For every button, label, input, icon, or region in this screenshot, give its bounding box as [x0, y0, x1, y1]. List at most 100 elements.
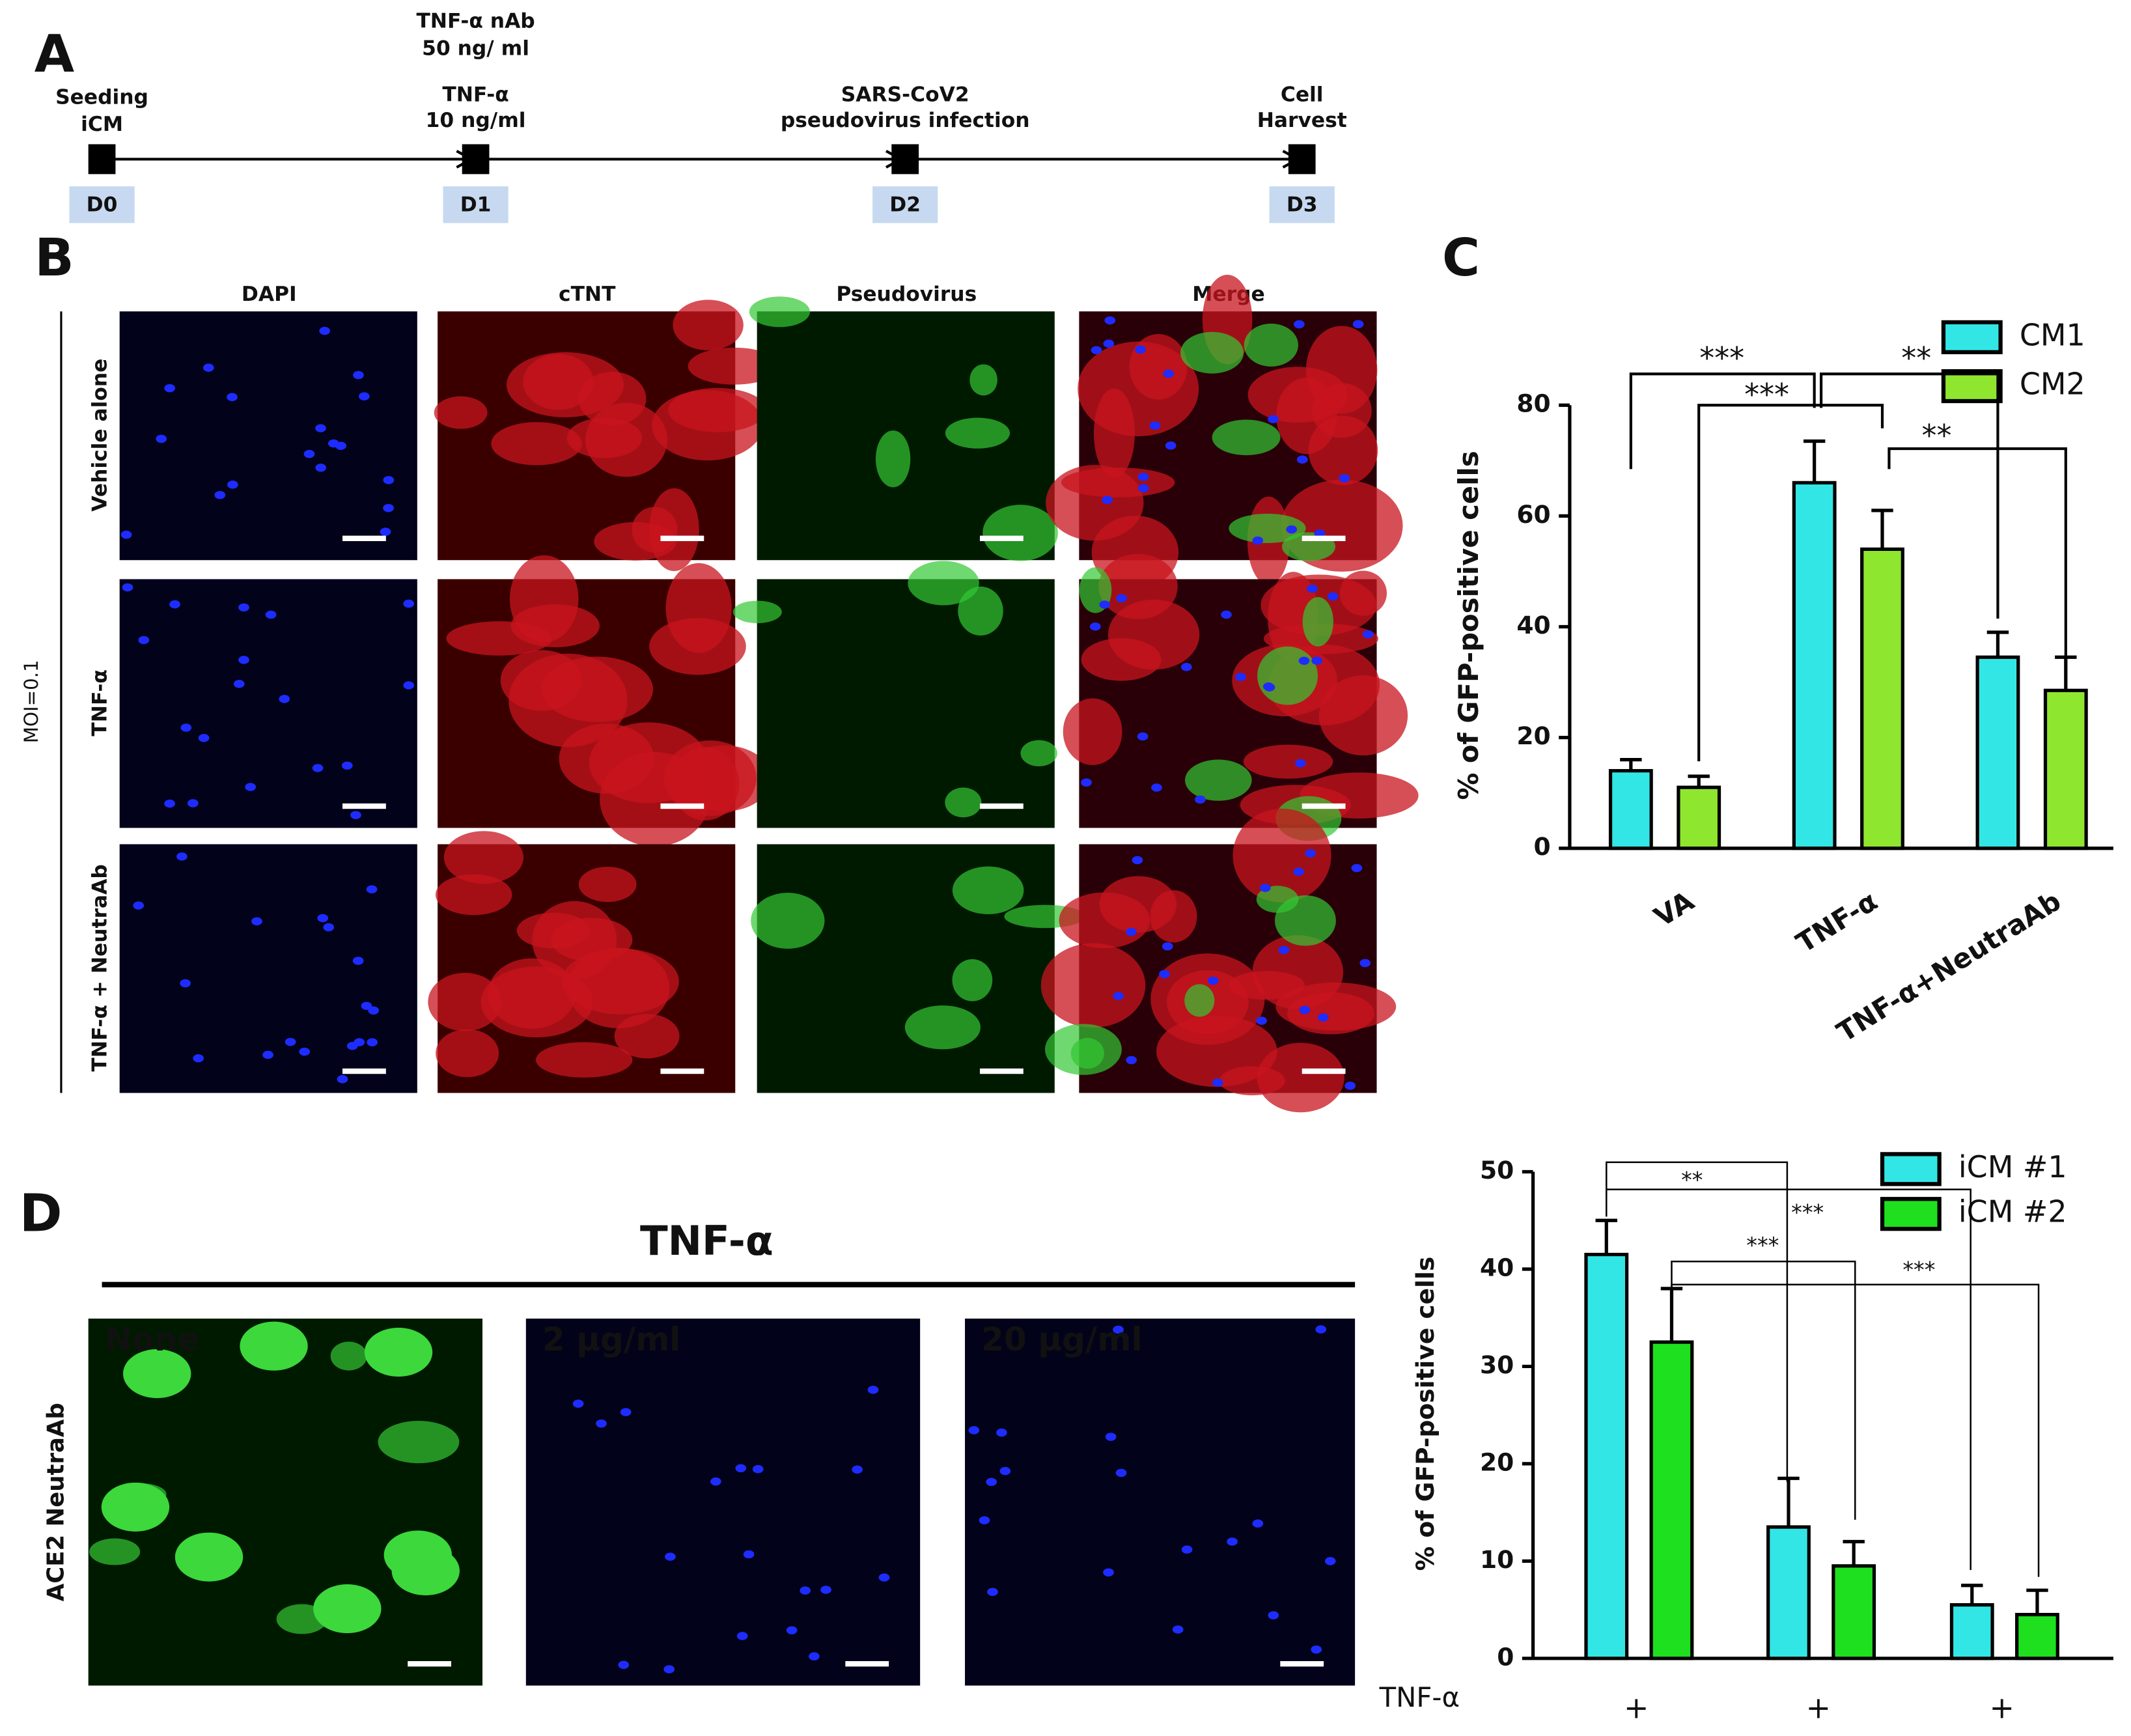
nucleus — [1081, 778, 1092, 787]
cell — [1061, 468, 1175, 497]
nucleus — [1315, 1325, 1327, 1334]
nucleus — [878, 1573, 890, 1582]
cell — [945, 787, 982, 818]
cell — [1020, 740, 1057, 766]
day-label: D0 — [87, 193, 118, 216]
column-header: DAPI — [242, 283, 297, 306]
legend-label: CM2 — [2020, 367, 2085, 402]
nucleus — [303, 449, 315, 458]
nucleus — [852, 1465, 863, 1474]
cell — [578, 867, 637, 903]
nucleus — [1221, 610, 1232, 619]
timepoint-marker — [88, 144, 116, 175]
nucleus — [1172, 1625, 1184, 1634]
y-tick-label: 40 — [1516, 611, 1550, 639]
legend-label: CM1 — [2020, 317, 2085, 352]
nucleus — [1344, 1082, 1356, 1090]
micrograph — [119, 579, 417, 828]
nucleus — [1103, 1568, 1114, 1577]
step-label: TNF-α — [442, 83, 508, 106]
cell — [567, 947, 670, 1029]
nucleus — [986, 1477, 997, 1487]
cell — [952, 866, 1024, 914]
y-tick-label: 40 — [1480, 1253, 1514, 1281]
cell — [1247, 367, 1348, 423]
bar — [1860, 547, 1904, 850]
nucleus — [1135, 345, 1146, 354]
step-label: Cell — [1281, 83, 1324, 106]
nucleus — [1194, 795, 1206, 804]
nucleus — [245, 783, 257, 791]
nucleus — [227, 393, 238, 402]
significance-bracket — [1629, 372, 1816, 469]
day-box — [872, 186, 938, 223]
nucleus — [299, 1047, 311, 1056]
significance-label: *** — [1791, 1200, 1824, 1225]
nucleus — [809, 1652, 820, 1660]
nucleus — [1105, 1433, 1117, 1441]
nucleus — [187, 799, 199, 807]
cell — [665, 563, 732, 653]
bar — [1584, 1252, 1629, 1660]
bar — [2043, 688, 2088, 850]
nucleus — [1126, 927, 1137, 936]
step-label: SARS-CoV2 — [841, 83, 969, 106]
nucleus — [1259, 884, 1271, 892]
nucleus — [1327, 592, 1339, 601]
nucleus — [1126, 1056, 1137, 1065]
nucleus — [164, 384, 176, 393]
cell — [1257, 646, 1318, 705]
day-label: D3 — [1287, 193, 1318, 216]
nucleus — [1351, 863, 1363, 873]
legend-label: iCM #1 — [1958, 1149, 2067, 1184]
cell — [673, 300, 744, 351]
cell — [1275, 982, 1397, 1031]
nucleus — [367, 1038, 378, 1046]
y-tick-label: 80 — [1516, 389, 1550, 418]
cell — [1150, 890, 1197, 943]
step-label: pseudovirus infection — [781, 109, 1030, 132]
nucleus — [1311, 1645, 1322, 1654]
cell — [1098, 553, 1178, 619]
nucleus — [403, 681, 415, 690]
nucleus — [380, 527, 391, 536]
nucleus — [1314, 529, 1326, 538]
nucleus — [996, 1428, 1007, 1437]
micrograph — [965, 1318, 1356, 1686]
nucleus — [337, 1075, 348, 1084]
y-tick-label: 20 — [1516, 721, 1550, 750]
scale-bar — [1280, 1660, 1324, 1667]
significance-label: ** — [1901, 341, 1931, 376]
cell — [523, 354, 594, 410]
bar — [1766, 1525, 1811, 1660]
nucleus — [1235, 673, 1246, 681]
nucleus — [736, 1632, 748, 1640]
cell — [1040, 943, 1146, 1028]
cell — [1045, 1024, 1122, 1075]
nucleus — [323, 923, 335, 932]
nucleus — [120, 530, 132, 539]
cell — [536, 1042, 633, 1078]
nucleus — [335, 441, 346, 450]
cell — [749, 296, 811, 328]
significance-bracket — [1606, 1188, 1971, 1571]
nucleus — [1362, 630, 1374, 639]
nucleus — [285, 1037, 296, 1046]
legend-swatch — [1941, 369, 2003, 404]
y-tick-label: 10 — [1480, 1545, 1514, 1574]
nucleus — [800, 1586, 811, 1595]
timepoint-marker — [891, 144, 919, 175]
cell — [1308, 415, 1378, 485]
cell — [481, 966, 593, 1038]
scale-bar — [342, 535, 386, 541]
nucleus — [1268, 415, 1279, 423]
cell — [123, 1349, 191, 1399]
y-tick-label: 50 — [1480, 1156, 1514, 1184]
nucleus — [1099, 600, 1111, 609]
nucleus — [180, 723, 192, 732]
timepoint-marker — [462, 144, 490, 175]
bar — [1832, 1564, 1876, 1660]
bar — [1949, 1603, 1994, 1660]
significance-bracket — [1671, 1283, 2040, 1577]
day-box — [443, 186, 508, 223]
